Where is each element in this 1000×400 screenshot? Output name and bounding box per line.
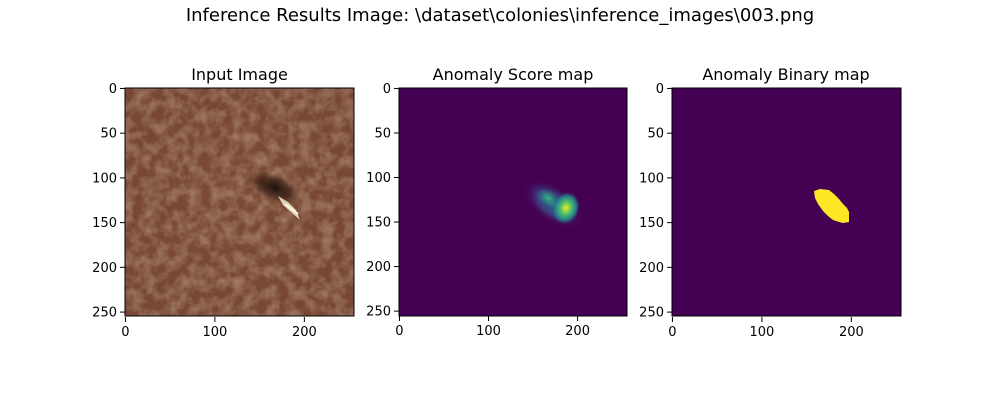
anomaly-binary-background xyxy=(672,88,901,316)
x-tick-label: 200 xyxy=(565,324,590,339)
y-tick-label: 0 xyxy=(109,82,117,97)
y-tick-label: 250 xyxy=(92,306,117,321)
figure-title: Inference Results Image: \dataset\coloni… xyxy=(185,5,815,26)
x-tick-label: 0 xyxy=(395,324,403,339)
y-tick-label: 100 xyxy=(639,171,664,186)
y-tick-label: 100 xyxy=(366,171,391,186)
y-tick-label: 200 xyxy=(92,261,117,276)
x-tick-label: 100 xyxy=(749,325,774,340)
anomaly-score-heatmap xyxy=(399,88,627,316)
anomaly-binary-mask xyxy=(814,189,849,223)
x-tick-label: 100 xyxy=(202,325,227,340)
y-tick-label: 250 xyxy=(366,305,391,320)
panel-input-image: Input Image 0 100 200 0 50 100 150 200 250 xyxy=(92,65,355,340)
y-tick-label: 150 xyxy=(366,216,391,231)
panel-anomaly-binary-map: Anomaly Binary map 0 100 200 0 50 100 150 200 25… xyxy=(639,65,902,340)
input-image xyxy=(125,88,354,316)
y-tick-label: 200 xyxy=(639,261,664,276)
y-tick-label: 200 xyxy=(366,260,391,275)
panel-title-score: Anomaly Score map xyxy=(433,65,594,84)
y-tick-label: 50 xyxy=(647,127,664,142)
y-tick-label: 100 xyxy=(92,171,117,186)
y-tick-label: 50 xyxy=(100,127,117,142)
y-tick-label: 0 xyxy=(656,82,664,97)
y-tick-label: 150 xyxy=(92,216,117,231)
y-tick-label: 250 xyxy=(639,306,664,321)
x-tick-label: 100 xyxy=(476,324,501,339)
panel-anomaly-score-map: Anomaly Score map 0 100 200 0 50 100 150 200 250 xyxy=(366,65,628,339)
y-tick-label: 50 xyxy=(374,126,391,141)
y-tick-label: 0 xyxy=(383,82,391,97)
x-tick-label: 0 xyxy=(121,325,129,340)
x-tick-label: 0 xyxy=(668,325,676,340)
panel-title-input: Input Image xyxy=(191,65,288,84)
panel-title-binary: Anomaly Binary map xyxy=(702,65,869,84)
x-tick-label: 200 xyxy=(839,325,864,340)
y-tick-label: 150 xyxy=(639,216,664,231)
x-tick-label: 200 xyxy=(292,325,317,340)
